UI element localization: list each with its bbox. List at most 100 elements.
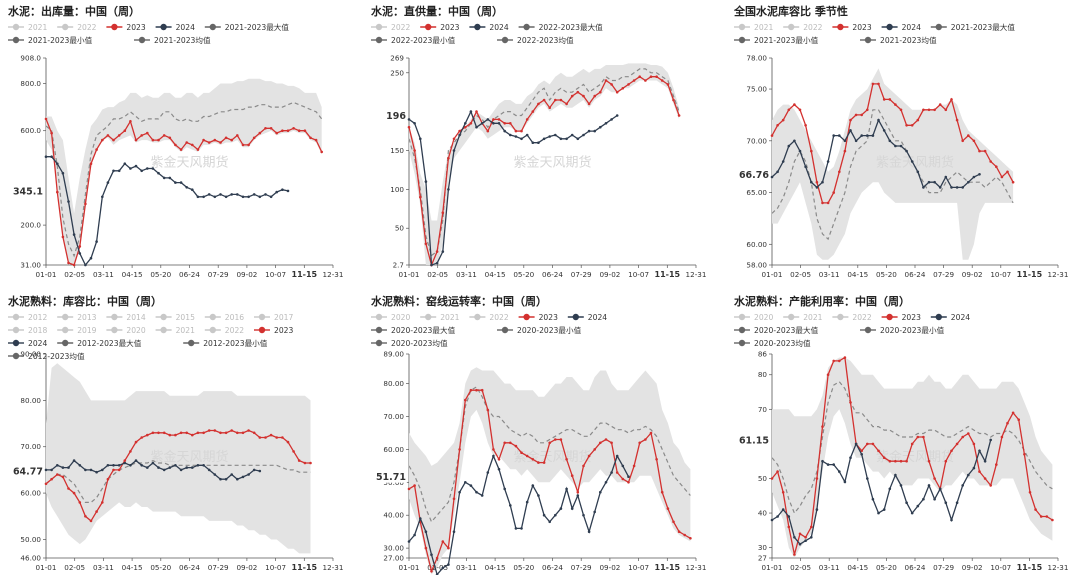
series-2023-point-7 [804,536,807,539]
series-2023-point-31 [213,138,217,142]
series-2023-point-20 [151,431,155,435]
series-2023-point-19 [509,122,512,125]
series-2023-point-11 [826,201,830,205]
chart-panel-6: 水泥熟料：产能利用率：中国（周） 2020 2021 2022 2023 2024 2020… [726,290,1080,575]
x-tick-label-8: 09-02 [962,563,983,572]
series-2023-point-4 [61,235,65,239]
legend-marker-7 [864,326,872,334]
series-2023-point-29 [202,138,205,142]
series-2024-point-35 [599,490,602,494]
y-tick-label-6: 50.00 [20,535,41,544]
legend-marker-7 [12,326,20,334]
series-2023-point-37 [972,139,976,143]
series-2024-point-22 [162,468,166,472]
series-2024-point-2 [776,515,779,518]
series-2024-point-33 [950,186,953,189]
series-2023-point-50 [1045,515,1049,518]
watermark: 紫金天风期货 [513,449,591,465]
legend-marker-1 [12,313,20,321]
range-band [772,68,1014,260]
series-2023-point-20 [514,444,518,448]
series-2024-point-10 [458,133,461,137]
series-2024-point-29 [202,195,205,199]
series-2024-point-6 [72,459,76,462]
series-2023-point-45 [655,75,658,78]
legend-marker-1 [12,23,20,31]
series-2023-point-2 [50,131,53,135]
series-2024-point-29 [202,464,205,467]
series-2024-line [771,439,992,546]
series-2023-point-7 [78,245,82,248]
series-2024-point-22 [162,176,166,180]
legend-label-11: 2022 [225,326,244,335]
series-2023-point-35 [236,431,239,435]
legend-marker-2 [61,313,69,321]
y-tick-label-6: 50 [395,224,405,233]
chart-svg: 水泥熟料：产能利用率：中国（周） 2020 2021 2022 2023 2024 2020… [726,290,1080,575]
series-2023-point-43 [281,436,284,439]
series-2024-point-1 [407,540,411,543]
last-value-box [375,469,407,483]
series-2023-point-7 [804,124,807,127]
y-tick-label-7: 2.7 [393,261,404,270]
legend-marker-8 [61,326,69,334]
series-2024-point-33 [587,530,591,533]
series-2024-point-38 [615,454,619,458]
y-tick-label-9: 27.00 [383,554,404,563]
series-2023-point-13 [112,138,115,142]
x-tick-label-4: 04-15 [122,563,143,572]
x-tick-label-9: 10-07 [628,270,649,279]
legend-marker-5 [935,23,942,31]
series-2023-point-14 [117,468,121,472]
legend-label-1: 2021 [754,23,773,32]
series-2024-point-19 [509,504,512,507]
series-2023-point-45 [655,458,658,461]
last-value-box [375,108,407,122]
series-2023-point-43 [281,129,284,132]
series-2023-point-10 [458,129,461,133]
series-2024-point-28 [922,186,925,189]
series-2024-point-7 [804,539,807,542]
y-tick-label-2: 250 [390,68,404,77]
x-tick-label-11: 12-31 [323,270,344,279]
series-2023-point-23 [531,458,535,461]
x-tick-label-10: 11-15 [1017,563,1043,572]
series-2024-point-18 [866,477,869,480]
series-2024-point-25 [905,501,908,504]
y-tick-label-7: 40.00 [383,511,404,520]
series-2024-point-16 [129,464,132,467]
series-2024-point-32 [582,133,585,137]
series-2024-point-26 [910,511,914,515]
series-2023-point-22 [525,118,529,121]
series-2024-point-7 [78,252,82,255]
series-2023-point-17 [497,458,501,461]
series-2023-point-40 [264,436,267,439]
x-tick-label-11: 12-31 [686,563,707,572]
series-2024-point-34 [955,186,959,189]
series-2024-point-15 [486,118,490,121]
series-2023-point-4 [787,525,791,529]
legend-marker-6 [258,313,266,321]
series-2023-point-12 [832,191,835,194]
legend-label-4: 2024 [902,23,921,32]
x-tick-label-5: 05-20 [150,563,171,572]
series-2024-point-23 [531,484,535,487]
series-2023-point-25 [542,98,546,102]
last-value-box [12,463,44,477]
series-2023-point-39 [258,436,262,439]
series-2023-point-28 [559,98,563,102]
series-2024-point-37 [972,466,976,470]
series-2023-point-47 [666,83,670,86]
x-tick-label-5: 05-20 [513,270,534,279]
series-2024-point-3 [419,137,422,141]
series-2024-point-36 [241,195,245,199]
series-2023-point-1 [770,134,774,137]
legend-label-16: 2012-2023均值 [28,351,85,361]
series-2024-point-34 [593,510,596,514]
series-2024-point-38 [978,173,981,176]
series-2024-point-24 [174,464,177,467]
series-2024-point-8 [447,563,450,566]
series-2024-point-7 [441,250,445,253]
series-average-line [408,68,680,257]
series-2023-point-38 [978,470,981,473]
